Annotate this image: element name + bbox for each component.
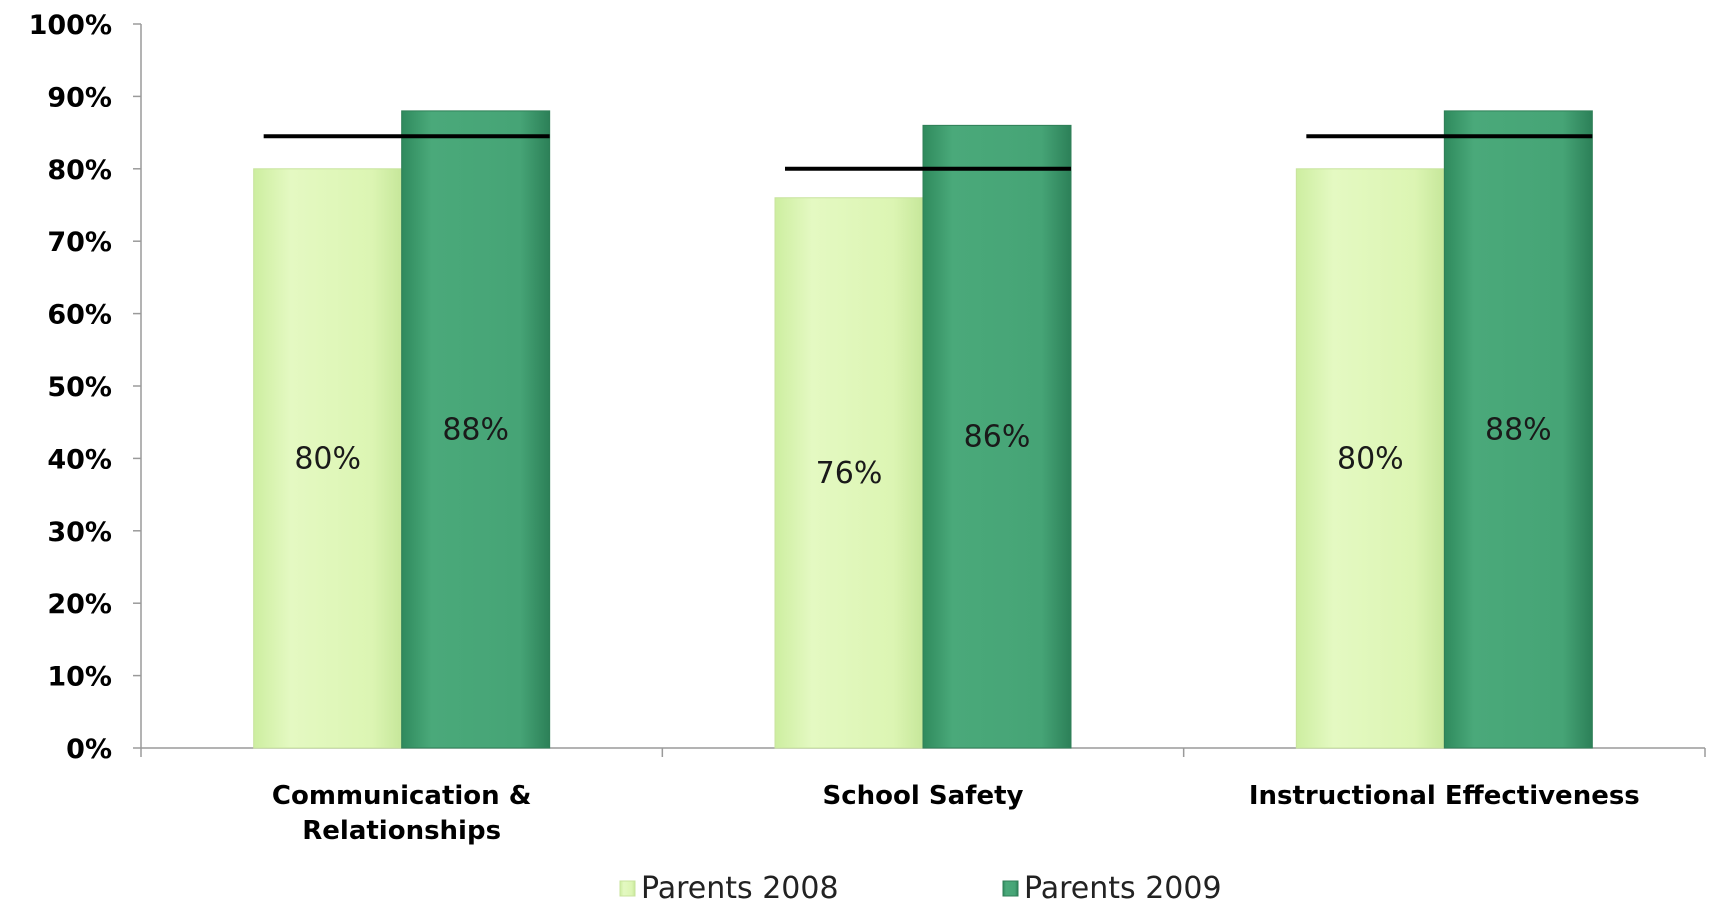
y-tick-label: 90% <box>47 82 112 113</box>
y-tick-label: 80% <box>47 155 112 186</box>
data-label: 76% <box>816 456 883 491</box>
benchmark-lines <box>263 134 1593 171</box>
data-label: 80% <box>294 441 361 476</box>
y-tick-label: 10% <box>47 662 112 693</box>
bar-2009 <box>1443 110 1593 749</box>
bar-2008 <box>1295 168 1445 749</box>
x-category-label: School Safety <box>823 781 1024 811</box>
data-labels: 80% 88% 76% 86% 80% 88% <box>294 412 1551 490</box>
y-tick-label: 60% <box>47 300 112 331</box>
data-label: 88% <box>442 412 509 447</box>
axes: 0% 10% 20% 30% 40% 50% 60% 70% 80% 90% 100% Communi… <box>29 10 1706 846</box>
legend-swatch-2009 <box>1002 880 1019 897</box>
bar-2009 <box>401 110 551 749</box>
legend-label: Parents 2008 <box>641 871 839 905</box>
x-category-label: Relationships <box>302 816 501 846</box>
y-tick-label: 70% <box>47 227 112 258</box>
data-label: 88% <box>1485 412 1552 447</box>
y-tick-label: 20% <box>47 589 112 620</box>
y-tick-label: 50% <box>47 372 112 403</box>
y-tick-label: 40% <box>47 444 112 475</box>
x-category-label: Communication & <box>272 781 531 811</box>
bar-2008 <box>253 168 403 749</box>
x-category-label: Instructional Effectiveness <box>1249 781 1640 811</box>
y-tick-label: 30% <box>47 517 112 548</box>
bar-2009 <box>922 124 1072 749</box>
bar-2008 <box>774 197 924 749</box>
data-label: 86% <box>964 420 1031 455</box>
legend: Parents 2008 Parents 2009 <box>619 871 1222 905</box>
y-tick-label: 100% <box>29 10 112 41</box>
data-label: 80% <box>1337 441 1404 476</box>
bars <box>253 110 1593 749</box>
legend-swatch-2008 <box>619 880 636 897</box>
y-tick-label: 0% <box>66 734 112 765</box>
legend-label: Parents 2009 <box>1024 871 1222 905</box>
